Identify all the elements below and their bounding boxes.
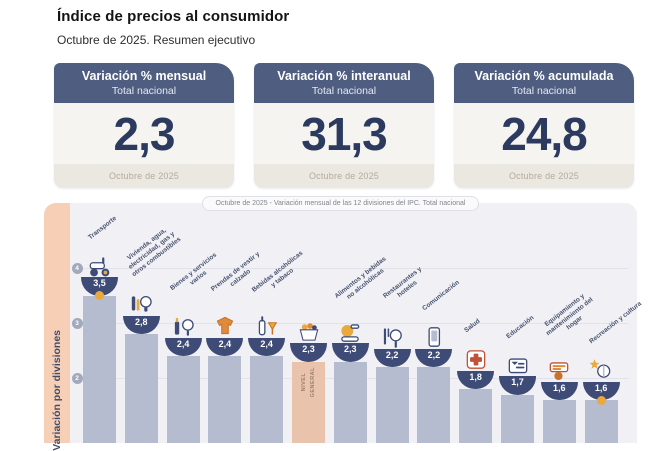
bar-value-badge: 2,3 <box>331 343 369 362</box>
card-scope: Total nacional <box>511 84 577 97</box>
bar-value-badge: 2,8 <box>122 315 160 334</box>
bar <box>542 400 576 443</box>
summary-card-monthly: Variación % mensual Total nacional 2,3 O… <box>54 63 234 188</box>
bar <box>584 400 618 443</box>
bar-value-badge: 2,2 <box>415 348 453 367</box>
bar <box>250 356 284 443</box>
gridline <box>72 323 629 324</box>
bar-value-badge: 1,6 <box>582 381 620 400</box>
bar <box>459 389 493 443</box>
card-value: 31,3 <box>301 107 388 160</box>
card-period: Octubre de 2025 <box>54 164 234 188</box>
card-value: 24,8 <box>501 107 588 160</box>
card-title: Variación % acumulada <box>474 68 614 83</box>
bar-category-label: Transporte <box>86 214 118 241</box>
bar <box>417 367 451 443</box>
nivel-general-label: NIVEL GENERAL <box>300 366 316 397</box>
card-scope: Total nacional <box>311 84 377 97</box>
bar <box>83 295 116 443</box>
y-axis-tick: 3 <box>71 317 83 329</box>
y-axis-tick: 4 <box>71 262 83 274</box>
home-utilities-icon <box>128 292 154 316</box>
bar-category-label: Salud <box>462 317 482 335</box>
scooter-icon <box>87 254 113 278</box>
page-subtitle: Octubre de 2025. Resumen ejecutivo <box>57 33 256 47</box>
chart-panel: Octubre de 2025 - Variación mensual de l… <box>44 196 643 451</box>
bar <box>166 356 200 443</box>
bar-value-badge: 1,6 <box>540 381 578 400</box>
summary-cards: Variación % mensual Total nacional 2,3 O… <box>54 63 634 188</box>
bar-value-badge: 2,4 <box>248 337 286 356</box>
gridline <box>72 268 629 269</box>
bar-value-badge: 2,2 <box>373 348 411 367</box>
bar-category-label: Vivienda, agua, electricidad, gas y otro… <box>126 226 183 278</box>
card-period: Octubre de 2025 <box>254 164 434 188</box>
bar-category-label: Educación <box>504 314 535 340</box>
bar <box>208 356 242 443</box>
bar-nivel-general: NIVEL GENERAL <box>292 361 325 443</box>
bar <box>333 361 367 443</box>
bar <box>501 394 534 443</box>
ipc-report: Índice de precios al consumidor Octubre … <box>44 8 643 451</box>
bar-value-badge: 2,3 <box>290 343 327 362</box>
card-title: Variación % interanual <box>277 68 411 83</box>
bar <box>375 367 409 443</box>
bar-value-badge: 3,5 <box>81 277 118 296</box>
alcohol-tobacco-icon <box>254 314 280 338</box>
bar-value-badge: 2,4 <box>206 337 244 356</box>
phone-icon <box>421 325 447 349</box>
min-marker-dot <box>596 395 606 405</box>
food-icon <box>337 320 363 344</box>
summary-card-accumulated: Variación % acumulada Total nacional 24,… <box>454 63 634 188</box>
plot-area: 4 3 2 3,5 Transporte 2,8 Vivienda, agua, elect… <box>44 203 643 443</box>
shopping-basket-icon <box>296 320 322 344</box>
card-period: Octubre de 2025 <box>454 164 634 188</box>
card-header: Variación % interanual Total nacional <box>254 63 434 103</box>
y-axis-label: Variación por divisiones <box>51 330 63 451</box>
bar-value-badge: 2,4 <box>164 337 202 356</box>
education-icon <box>505 353 531 377</box>
clothing-icon <box>212 314 238 338</box>
card-scope: Total nacional <box>111 84 177 97</box>
y-axis-tick: 2 <box>71 372 83 384</box>
bar-category-label: Comunicación <box>421 279 461 313</box>
bar-value-badge: 1,7 <box>499 376 536 395</box>
home-equipment-icon <box>546 358 572 382</box>
page-title: Índice de precios al consumidor <box>57 8 290 25</box>
card-header: Variación % mensual Total nacional <box>54 63 234 103</box>
max-marker-dot <box>95 291 104 300</box>
card-value: 2,3 <box>113 107 176 160</box>
personal-care-icon <box>170 314 196 338</box>
card-title: Variación % mensual <box>81 68 207 83</box>
restaurant-icon <box>379 325 405 349</box>
y-axis-strip: Variación por divisiones <box>44 203 70 451</box>
bar-value-badge: 1,8 <box>457 370 495 389</box>
card-header: Variación % acumulada Total nacional <box>454 63 634 103</box>
health-cross-icon <box>463 347 489 371</box>
recreation-icon <box>588 358 614 382</box>
bar <box>124 334 158 443</box>
chart-title-pill: Octubre de 2025 - Variación mensual de l… <box>201 196 480 211</box>
summary-card-yearly: Variación % interanual Total nacional 31… <box>254 63 434 188</box>
